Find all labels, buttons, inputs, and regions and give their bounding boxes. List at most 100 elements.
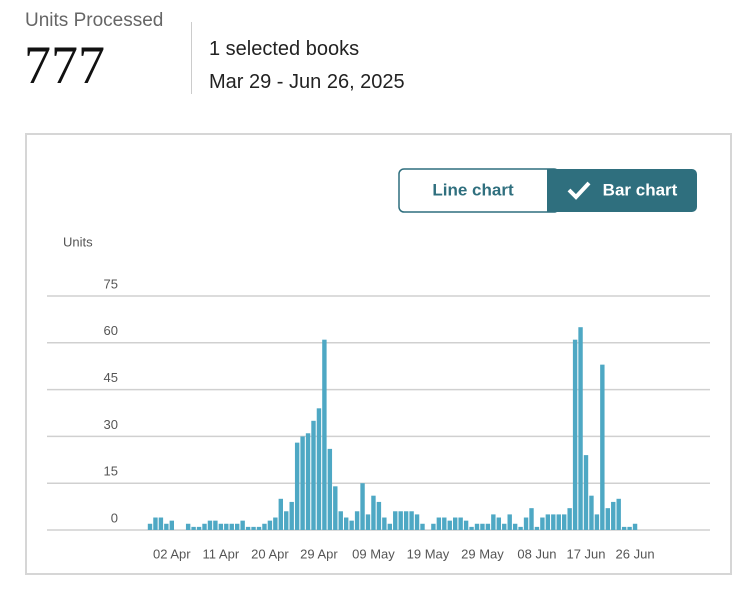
x-tick-label: 08 Jun [517, 546, 556, 561]
bar [207, 520, 213, 530]
bar [578, 327, 583, 530]
y-axis-label: Units [63, 234, 93, 249]
bar [523, 517, 529, 530]
bar [420, 523, 425, 530]
bar [191, 526, 196, 530]
bar [158, 517, 164, 530]
bar [202, 523, 207, 530]
bar [627, 526, 632, 530]
bar [322, 339, 327, 530]
bar [583, 455, 589, 530]
bar [529, 508, 534, 530]
bar [611, 501, 616, 530]
bar [409, 511, 414, 530]
bar [164, 523, 169, 530]
bar [431, 523, 436, 530]
x-tick-label: 29 Apr [300, 546, 338, 561]
line-chart-label[interactable]: Line chart [432, 180, 514, 199]
x-tick-label: 20 Apr [251, 546, 289, 561]
bar [502, 523, 507, 530]
bar [496, 517, 501, 530]
bar [398, 511, 403, 530]
bar [376, 501, 382, 530]
bar [305, 433, 311, 530]
bar [185, 523, 191, 530]
x-tick-label: 11 Apr [203, 546, 240, 561]
bar [224, 523, 229, 530]
bar [403, 511, 409, 530]
x-tick-label: 26 Jun [616, 546, 655, 561]
x-tick-label: 29 May [461, 546, 504, 561]
bar [507, 514, 512, 530]
bar [235, 523, 240, 530]
bar [256, 526, 262, 530]
bar [218, 523, 224, 530]
bar [333, 486, 338, 530]
chart-panel [25, 133, 732, 575]
bar [169, 520, 174, 530]
bar [600, 364, 605, 530]
bar [245, 526, 251, 530]
bar [463, 520, 469, 530]
bar [153, 517, 158, 530]
bar [616, 498, 621, 530]
bar [512, 523, 518, 530]
bar [300, 436, 305, 530]
bar [545, 514, 551, 530]
bar-chart-button[interactable] [547, 169, 697, 212]
bar [605, 508, 610, 530]
x-tick-label: 17 Jun [566, 546, 605, 561]
selection: 1 selected books [209, 38, 360, 60]
bar [360, 483, 365, 530]
bar-chart-label[interactable]: Bar chart [603, 180, 678, 199]
bar [474, 523, 480, 530]
bar [632, 523, 638, 530]
bar [371, 495, 376, 530]
bar [354, 511, 360, 530]
bar [278, 498, 283, 530]
metric-value: 777 [24, 35, 105, 95]
y-tick-label: 0 [111, 510, 118, 525]
bar [289, 501, 294, 530]
bar [534, 526, 540, 530]
bar [284, 511, 289, 530]
bar [213, 520, 218, 530]
bar [273, 517, 278, 530]
y-tick-label: 45 [104, 370, 118, 385]
x-tick-label: 09 May [352, 546, 395, 561]
bar [349, 520, 354, 530]
metric-label: Units Processed [25, 10, 164, 31]
bar [294, 442, 300, 530]
y-tick-label: 75 [104, 276, 118, 291]
bar [442, 517, 447, 530]
bar [589, 495, 594, 530]
bar [382, 517, 387, 530]
bar [311, 420, 316, 530]
bar [551, 514, 556, 530]
bar [556, 514, 561, 530]
date-range: Mar 29 - Jun 26, 2025 [209, 71, 405, 93]
bar [447, 520, 452, 530]
bar [485, 523, 491, 530]
bar [458, 517, 463, 530]
bar [365, 514, 371, 530]
y-tick-label: 30 [104, 417, 118, 432]
bar [240, 520, 245, 530]
bar [327, 448, 333, 530]
bar [480, 523, 485, 530]
bar [572, 339, 578, 530]
x-tick-label: 02 Apr [153, 546, 191, 561]
bar [262, 523, 267, 530]
x-tick-label: 19 May [407, 546, 450, 561]
bar [196, 526, 202, 530]
bar [229, 523, 234, 530]
bar [594, 514, 600, 530]
bar [393, 511, 398, 530]
bar [491, 514, 496, 530]
y-tick-label: 60 [104, 323, 118, 338]
bar [518, 526, 523, 530]
bar [316, 408, 322, 530]
bar [562, 514, 567, 530]
